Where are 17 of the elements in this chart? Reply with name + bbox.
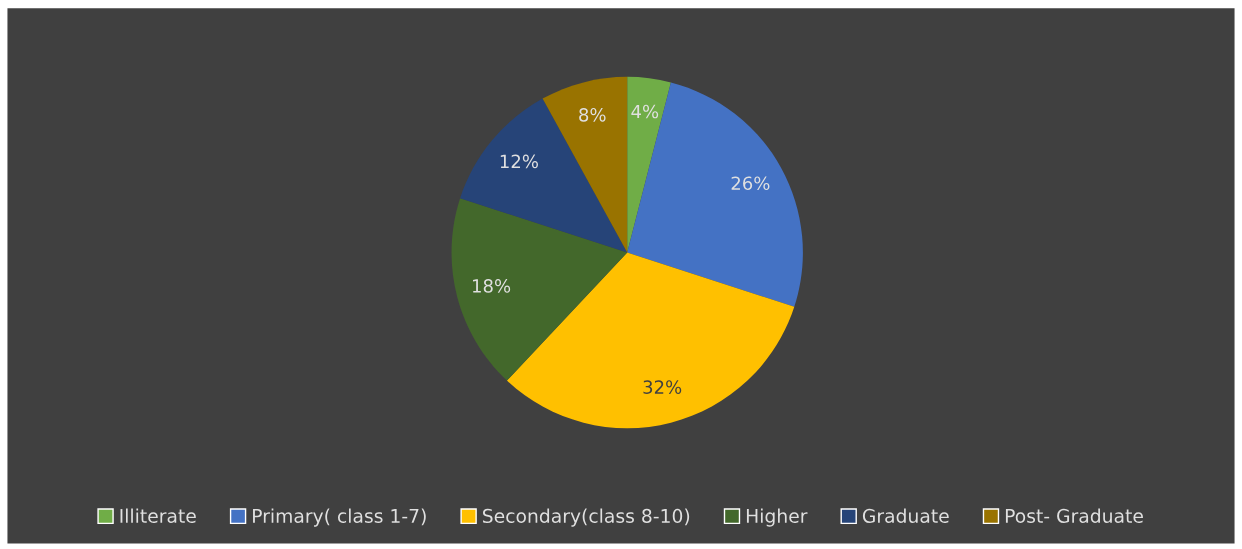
pie-slice	[627, 82, 803, 307]
legend-label: Primary( class 1-7)	[253, 508, 426, 527]
legend-label: Post- Graduate	[1005, 508, 1143, 523]
pie-slice	[460, 98, 628, 253]
data-label: 4%	[631, 104, 659, 119]
legend-label: Secondary(class 8-10)	[482, 508, 690, 527]
data-label: 12%	[500, 154, 538, 169]
pie-slice	[627, 76, 671, 253]
data-label: 32%	[643, 380, 682, 394]
data-label: 8%	[579, 107, 606, 122]
data-label: 26%	[731, 176, 770, 191]
pie-slice	[451, 198, 628, 381]
pie-slice	[542, 76, 628, 253]
legend-label: Illiterate	[120, 508, 196, 523]
legend-label: Graduate	[862, 508, 949, 523]
legend-label: Higher	[746, 508, 808, 527]
data-label: 18%	[473, 279, 511, 293]
